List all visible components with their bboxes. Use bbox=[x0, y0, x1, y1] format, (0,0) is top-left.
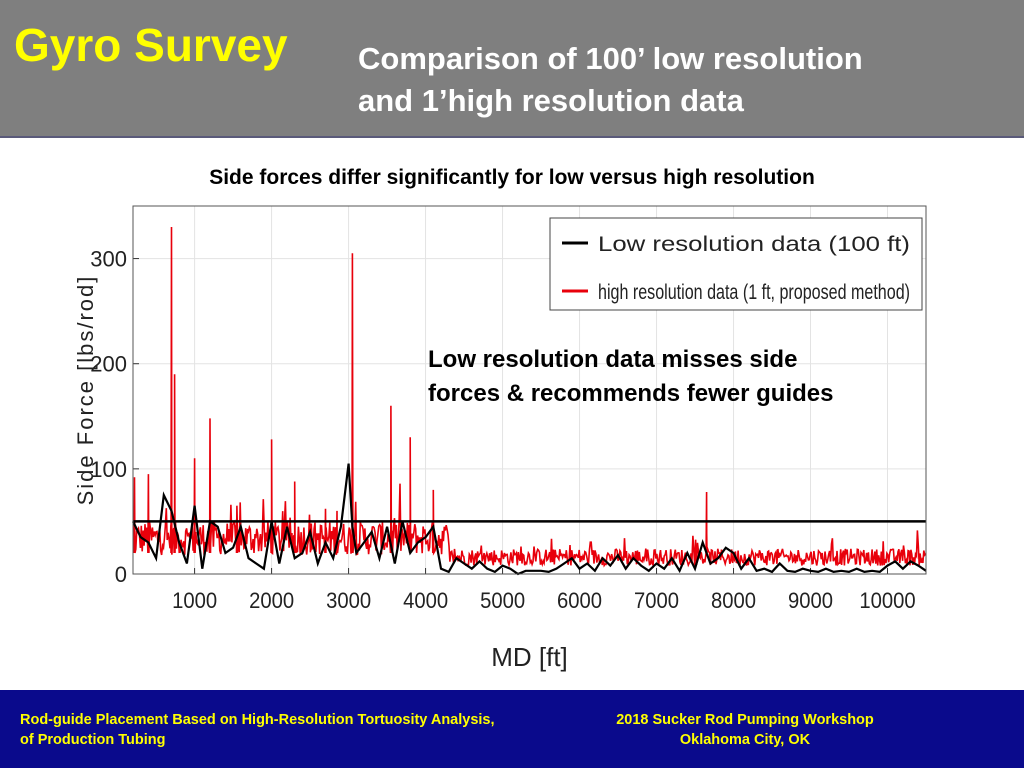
footer-right-line-2: Oklahoma City, OK bbox=[679, 732, 811, 748]
high-resolution-series-line bbox=[132, 226, 927, 569]
x-tick-label: 8000 bbox=[711, 589, 756, 613]
chart-heading: Side forces differ significantly for low… bbox=[209, 166, 815, 189]
y-tick-label: 0 bbox=[115, 562, 127, 587]
plot-frame bbox=[132, 205, 927, 575]
footer-left-line-1: Rod-guide Placement Based on High-Resolu… bbox=[20, 712, 495, 728]
y-tick-label: 100 bbox=[90, 457, 127, 482]
x-tick-label: 2000 bbox=[249, 589, 294, 613]
header-divider bbox=[0, 136, 1024, 138]
annotation-line-2: forces & recommends fewer guides bbox=[428, 380, 833, 407]
footer-right-line-1: 2018 Sucker Rod Pumping Workshop bbox=[616, 712, 874, 728]
x-tick-label: 1000 bbox=[172, 589, 217, 613]
side-force-chart: 1000 2000 3000 4000 5000 6000 7000 8000 9000 1000… bbox=[73, 205, 927, 672]
y-tick-label: 300 bbox=[90, 247, 127, 272]
slide-subtitle: Comparison of 100’ low resolution and 1’… bbox=[358, 38, 998, 122]
x-tick-label: 10000 bbox=[859, 589, 915, 613]
subtitle-line-1: Comparison of 100’ low resolution bbox=[358, 41, 863, 76]
x-axis-label: MD [ft] bbox=[491, 642, 568, 672]
subtitle-line-2: and 1’high resolution data bbox=[358, 83, 744, 118]
x-tick-label: 7000 bbox=[634, 589, 679, 613]
footer-left-line-2: of Production Tubing bbox=[20, 732, 166, 748]
x-tick-label: 9000 bbox=[788, 589, 833, 613]
legend-label: Low resolution data (100 ft) bbox=[598, 233, 910, 256]
footer-paper-title: Rod-guide Placement Based on High-Resolu… bbox=[20, 710, 590, 750]
footer-bar: Rod-guide Placement Based on High-Resolu… bbox=[0, 690, 1024, 768]
y-tick-label: 200 bbox=[90, 352, 127, 377]
title-bar: Gyro Survey Comparison of 100’ low resol… bbox=[0, 0, 1024, 136]
x-tick-label: 4000 bbox=[403, 589, 448, 613]
legend-label: high resolution data (1 ft, proposed met… bbox=[598, 281, 910, 304]
x-tick-label: 6000 bbox=[557, 589, 602, 613]
x-tick-label: 5000 bbox=[480, 589, 525, 613]
x-tick-label: 3000 bbox=[326, 589, 371, 613]
y-axis-label: Side Force [lbs/rod] bbox=[73, 275, 98, 506]
low-resolution-series-line bbox=[132, 463, 927, 576]
slide-title: Gyro Survey bbox=[14, 19, 288, 71]
footer-event: 2018 Sucker Rod Pumping Workshop Oklahom… bbox=[590, 710, 900, 750]
legend-box bbox=[549, 217, 923, 311]
annotation-line-1: Low resolution data misses side bbox=[428, 346, 797, 373]
